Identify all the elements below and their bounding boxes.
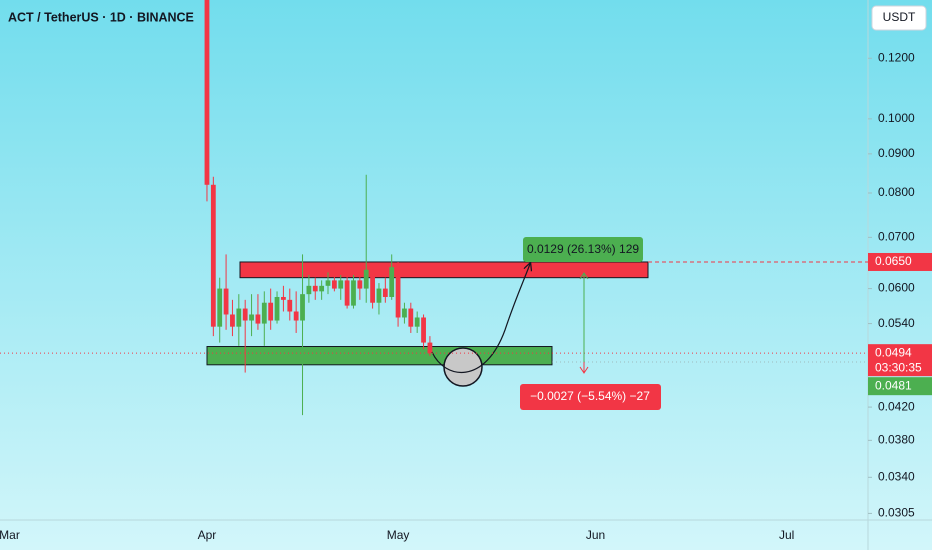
candle-body [357, 280, 363, 289]
candle-body [331, 280, 337, 289]
y-tick-label: 0.0340 [878, 469, 915, 483]
candle-body [306, 285, 312, 295]
candle-body [217, 288, 223, 327]
candle-body [370, 269, 375, 303]
y-tick-label: 0.0600 [878, 281, 915, 295]
y-tick-label: 0.1200 [878, 50, 915, 64]
candle-body [395, 267, 401, 318]
currency-label: USDT [883, 10, 916, 24]
measure-label: 0.0129 (26.13%) 129 [527, 242, 639, 256]
price-badge [868, 377, 932, 396]
candle-body [210, 184, 216, 327]
measure-label: −0.0027 (−5.54%) −27 [530, 389, 650, 403]
y-tick-label: 0.0540 [878, 316, 915, 330]
candle-body [223, 288, 229, 315]
candle-body [312, 285, 318, 292]
x-tick-label: Jun [586, 528, 605, 542]
y-tick-label: 0.0700 [878, 230, 915, 244]
candle-body [236, 308, 242, 327]
candle-body [382, 288, 388, 297]
candle-body [389, 267, 395, 297]
projection-arrow [431, 264, 530, 373]
y-tick-label: 0.1000 [878, 111, 915, 125]
candle-body [249, 314, 254, 321]
measure-box [520, 384, 661, 410]
zone [206, 346, 553, 366]
target-circle [443, 347, 483, 387]
candle-body [242, 308, 248, 321]
candle-body [414, 317, 420, 327]
candle-body [261, 302, 267, 324]
y-tick-label: 0.0420 [878, 399, 915, 413]
y-tick-label: 0.0800 [878, 185, 915, 199]
candle-body [287, 299, 293, 312]
candle-body [421, 317, 426, 343]
candle-body [255, 314, 261, 324]
price-badge [868, 252, 932, 271]
plot-area [0, 0, 868, 416]
candle-body [274, 296, 280, 321]
price-badge-label: 0.0481 [875, 378, 912, 392]
candle-body [281, 296, 286, 300]
candle-body [293, 311, 299, 321]
y-tick-label: 0.0305 [878, 506, 915, 520]
measure-box [523, 237, 643, 262]
price-badge [868, 344, 932, 377]
currency-box[interactable] [871, 5, 927, 31]
candle-body [319, 285, 325, 292]
x-tick-label: Mar [0, 528, 20, 542]
candle-body [325, 280, 331, 286]
measure-arrowhead [579, 272, 589, 280]
candle-body [344, 280, 350, 306]
price-badge-label: 0.0494 [875, 345, 912, 359]
candle-body [338, 280, 344, 289]
candle-body [351, 280, 356, 306]
candle-body [402, 308, 407, 318]
measure-arrowhead [579, 366, 589, 374]
y-tick-label: 0.0900 [878, 146, 915, 160]
x-tick-label: May [387, 528, 410, 542]
candle-body [363, 269, 369, 289]
candle-body [268, 302, 274, 321]
candle-body [376, 288, 382, 303]
zone [239, 261, 649, 279]
candle-body [408, 308, 414, 327]
candle-body [300, 294, 305, 321]
x-tick-label: Apr [198, 528, 217, 542]
countdown-label: 03:30:35 [875, 360, 922, 374]
chart-title: ACT / TetherUS · 1D · BINANCE [8, 10, 194, 24]
y-tick-label: 0.0380 [878, 433, 915, 447]
candle-body [204, 0, 210, 185]
candle-body [230, 314, 235, 327]
x-tick-label: Jul [779, 528, 794, 542]
price-badge-label: 0.0650 [875, 254, 912, 268]
candle-body [427, 342, 433, 354]
